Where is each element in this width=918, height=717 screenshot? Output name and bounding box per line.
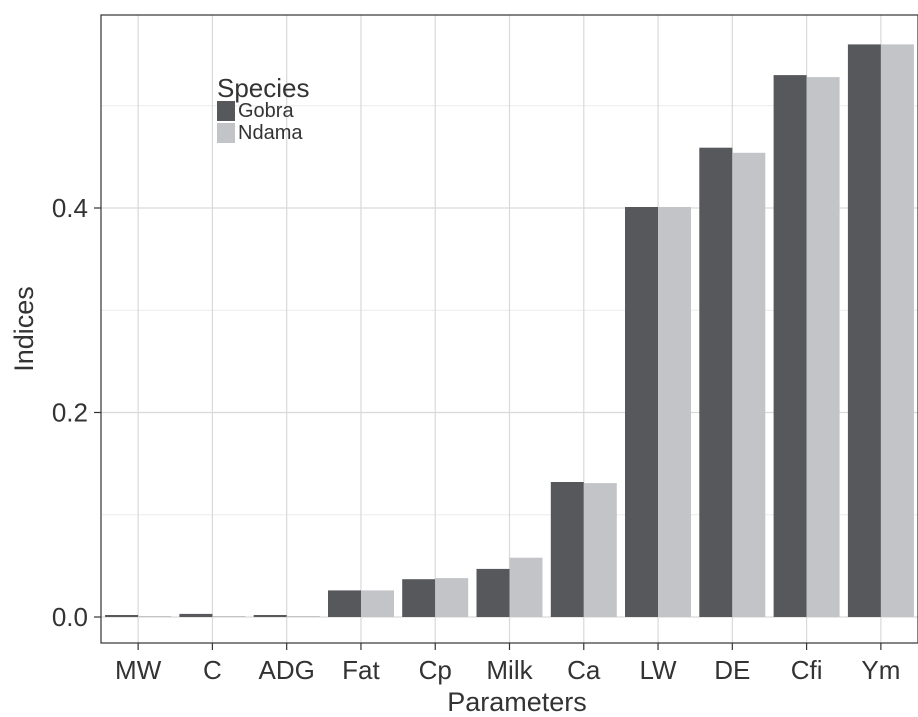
- bar-gobra-ym: [847, 44, 881, 617]
- bar-ndama-lw: [658, 207, 691, 617]
- x-tick-label: MW: [115, 655, 162, 685]
- x-tick-label: Ca: [567, 655, 601, 685]
- bar-ndama-c: [212, 616, 246, 617]
- y-tick-label: 0.2: [52, 398, 88, 428]
- legend-title: Species: [217, 73, 310, 103]
- x-axis-title: Parameters: [447, 687, 587, 717]
- y-tick-label: 0.0: [52, 602, 88, 632]
- bar-gobra-c: [179, 613, 213, 617]
- bar-ndama-ca: [583, 483, 617, 617]
- legend-key-gobra: [217, 101, 235, 121]
- x-tick-label: ADG: [259, 655, 315, 685]
- bar-ndama-milk: [509, 557, 543, 617]
- bar-gobra-de: [699, 147, 733, 617]
- bar-ndama-mw: [138, 616, 172, 617]
- legend-key-ndama: [217, 123, 235, 143]
- bar-gobra-cp: [402, 579, 436, 617]
- x-tick-label: Fat: [342, 655, 380, 685]
- bar-gobra-mw: [105, 615, 139, 617]
- bars: [105, 44, 914, 618]
- bar-gobra-cfi: [773, 75, 807, 618]
- legend-label-gobra: Gobra: [238, 100, 294, 122]
- x-tick-label: Cfi: [791, 655, 823, 685]
- bar-ndama-cfi: [806, 77, 840, 618]
- x-tick-label: DE: [714, 655, 750, 685]
- y-axis-title: Indices: [9, 286, 39, 372]
- x-tick-label: C: [203, 655, 222, 685]
- x-tick-label: Milk: [486, 655, 533, 685]
- bar-gobra-ca: [550, 482, 584, 617]
- bar-ndama-fat: [361, 590, 394, 617]
- legend-label-ndama: Ndama: [238, 122, 303, 144]
- bar-ndama-adg: [286, 616, 320, 617]
- bar-gobra-milk: [476, 568, 510, 617]
- bar-ndama-de: [732, 152, 766, 618]
- bar-gobra-fat: [328, 590, 361, 617]
- bar-ndama-ym: [880, 44, 914, 617]
- y-tick-label: 0.4: [52, 193, 88, 223]
- bar-gobra-adg: [253, 615, 287, 617]
- bar-ndama-cp: [435, 578, 469, 617]
- x-tick-label: LW: [640, 655, 678, 685]
- bar-gobra-lw: [625, 207, 658, 617]
- x-tick-label: Ym: [861, 655, 900, 685]
- axes: 0.0 0.2 0.4 MW C ADG Fat Cp Milk Ca LW DE Cfi Ym: [52, 14, 918, 685]
- x-tick-label: Cp: [419, 655, 452, 685]
